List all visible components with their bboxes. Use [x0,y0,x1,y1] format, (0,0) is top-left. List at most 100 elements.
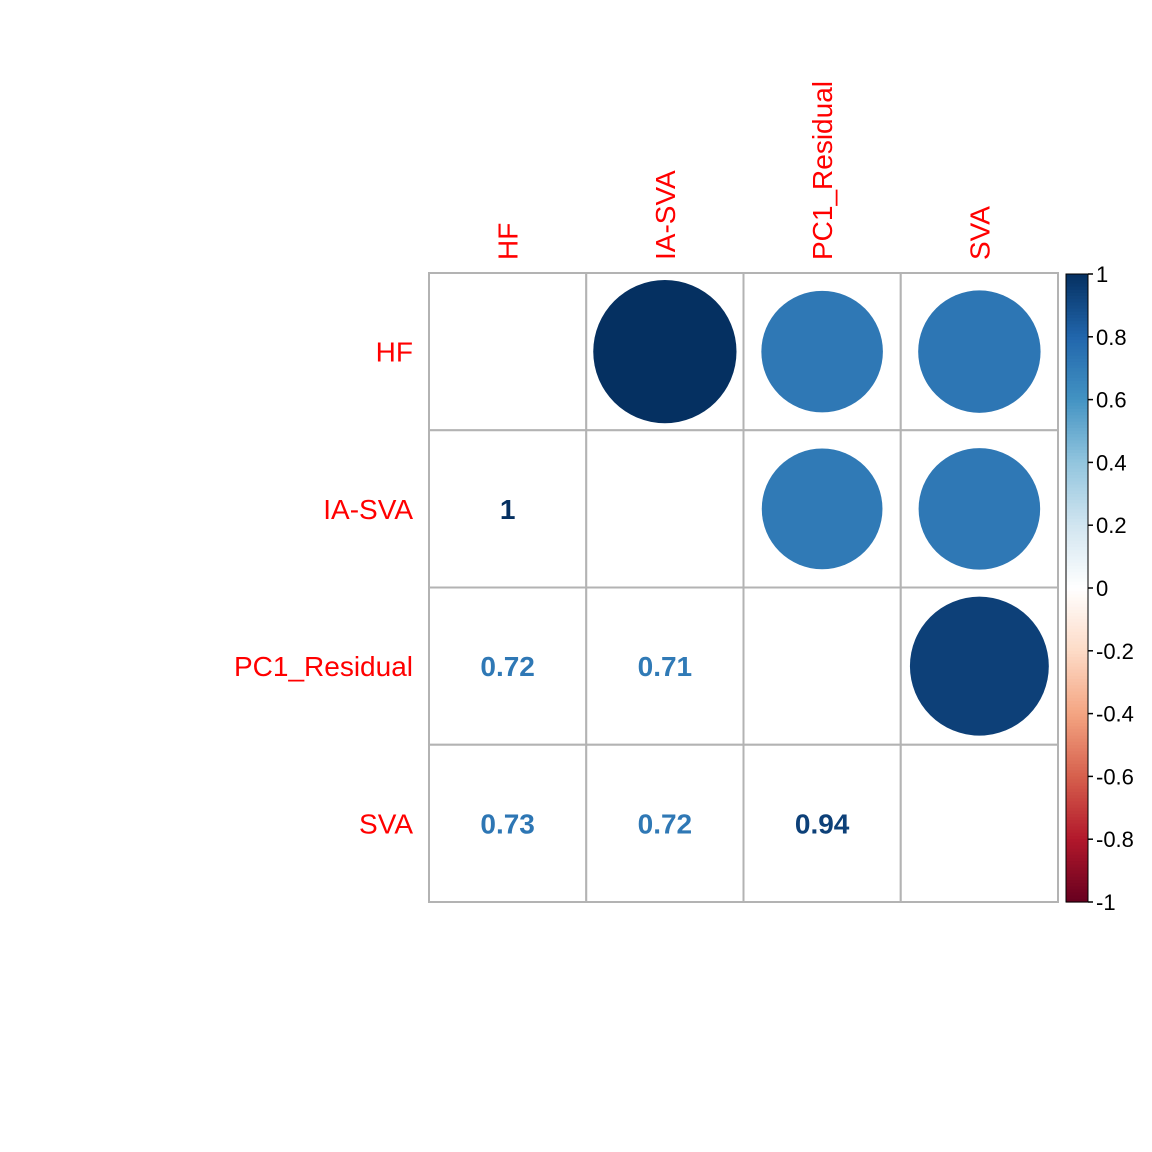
colorbar-segment [1066,657,1088,661]
colorbar-segment [1066,352,1088,357]
colorbar-tick-label: 0 [1096,576,1108,601]
colorbar-segment [1066,512,1088,517]
colorbar-segment [1066,506,1088,511]
colorbar-tick-label: -0.2 [1096,639,1134,664]
colorbar-segment [1066,509,1088,514]
colorbar-segment [1066,277,1088,281]
colorbar-segment [1066,836,1088,840]
matrix-cell [585,429,745,589]
colorbar-tick-label: -1 [1096,890,1116,915]
colorbar-segment [1066,421,1088,426]
colorbar-segment [1066,625,1088,630]
colorbar-segment [1066,653,1088,658]
colorbar-segment [1066,330,1088,335]
colorbar-segment [1066,628,1088,633]
colorbar-segment [1066,672,1088,677]
colorbar-segment [1066,496,1088,501]
colorbar-segment [1066,569,1088,573]
colorbar-segment [1066,327,1088,332]
colorbar-segment [1066,757,1088,762]
colorbar-segment [1066,459,1088,463]
colorbar-segment [1066,446,1088,451]
correlation-circle [761,290,883,413]
colorbar-segment [1066,788,1088,793]
colorbar-segment [1066,848,1088,853]
colorbar-segment [1066,679,1088,683]
colorbar-segment [1066,870,1088,875]
colorbar-segment [1066,578,1088,583]
colorbar-segment [1066,883,1088,887]
colorbar-segment [1066,374,1088,379]
colorbar-segment [1066,669,1088,674]
colorbar-segment [1066,666,1088,671]
colorbar-segment [1066,682,1088,686]
colorbar-segment [1066,644,1088,649]
colorbar-tick-label: 0.8 [1096,325,1127,350]
colorbar-segment [1066,534,1088,539]
colorbar-segment [1066,295,1088,300]
colorbar-segment [1066,584,1088,589]
colorbar-segment [1066,465,1088,470]
colorbar-segment [1066,597,1088,602]
colorbar-segment [1066,691,1088,696]
colorbar-segment [1066,867,1088,872]
colorbar-segment [1066,427,1088,432]
colorbar-segment [1066,393,1088,398]
colorbar-segment [1066,412,1088,416]
colorbar-segment [1066,854,1088,859]
colorbar-segment [1066,556,1088,561]
colorbar-segment [1066,820,1088,825]
colorbar-segment [1066,540,1088,545]
colorbar-tick-label: -0.8 [1096,827,1134,852]
colorbar-tick-label: -0.6 [1096,764,1134,789]
colorbar-segment [1066,898,1088,903]
colorbar-segment [1066,305,1088,310]
colorbar-segment [1066,572,1088,577]
colorbar-segment [1066,343,1088,347]
colorbar-segment [1066,314,1088,319]
colorbar-segment [1066,525,1088,529]
colorbar-segment [1066,553,1088,558]
colorbar-tick-label: -0.4 [1096,702,1134,727]
colorbar-segment [1066,785,1088,790]
lower-coefficients: 1 0.72 0.71 0.73 0.72 0.94 [480,494,849,840]
colorbar-segment [1066,619,1088,624]
colorbar-segment [1066,754,1088,759]
colorbar-segment [1066,339,1088,344]
colorbar-segment [1066,807,1088,812]
colorbar-segment [1066,603,1088,608]
colorbar-segment [1066,349,1088,354]
colorbar-segment [1066,631,1088,636]
colorbar-segment [1066,826,1088,831]
colorbar-segment [1066,600,1088,605]
row-label: IA-SVA [323,494,413,525]
colorbar-segment [1066,308,1088,313]
colorbar-segment [1066,487,1088,492]
colorbar-tick-label: 0.4 [1096,450,1127,475]
matrix-cell [428,743,588,903]
colorbar-segment [1066,462,1088,467]
column-label: IA-SVA [650,170,681,260]
row-label: SVA [359,808,413,839]
colorbar-segment [1066,719,1088,724]
colorbar-segment [1066,547,1088,551]
matrix-cell [428,429,588,589]
colorbar-segment [1066,478,1088,482]
colorbar-segment [1066,594,1088,599]
colorbar-segment [1066,365,1088,369]
colorbar-segment [1066,889,1088,894]
colorbar-segment [1066,660,1088,664]
colorbar-segment [1066,832,1088,837]
colorbar-segment [1066,886,1088,891]
colorbar-segment [1066,713,1088,718]
colorbar-segment [1066,562,1088,567]
colorbar-segment [1066,726,1088,730]
colorbar-segment [1066,371,1088,376]
colorbar-segment [1066,302,1088,306]
colorbar-segment [1066,635,1088,639]
colorbar-segment [1066,333,1088,338]
colorbar-segment [1066,321,1088,325]
colorbar-segment [1066,390,1088,394]
colorbar-segment [1066,675,1088,680]
colorbar-segment [1066,292,1088,297]
